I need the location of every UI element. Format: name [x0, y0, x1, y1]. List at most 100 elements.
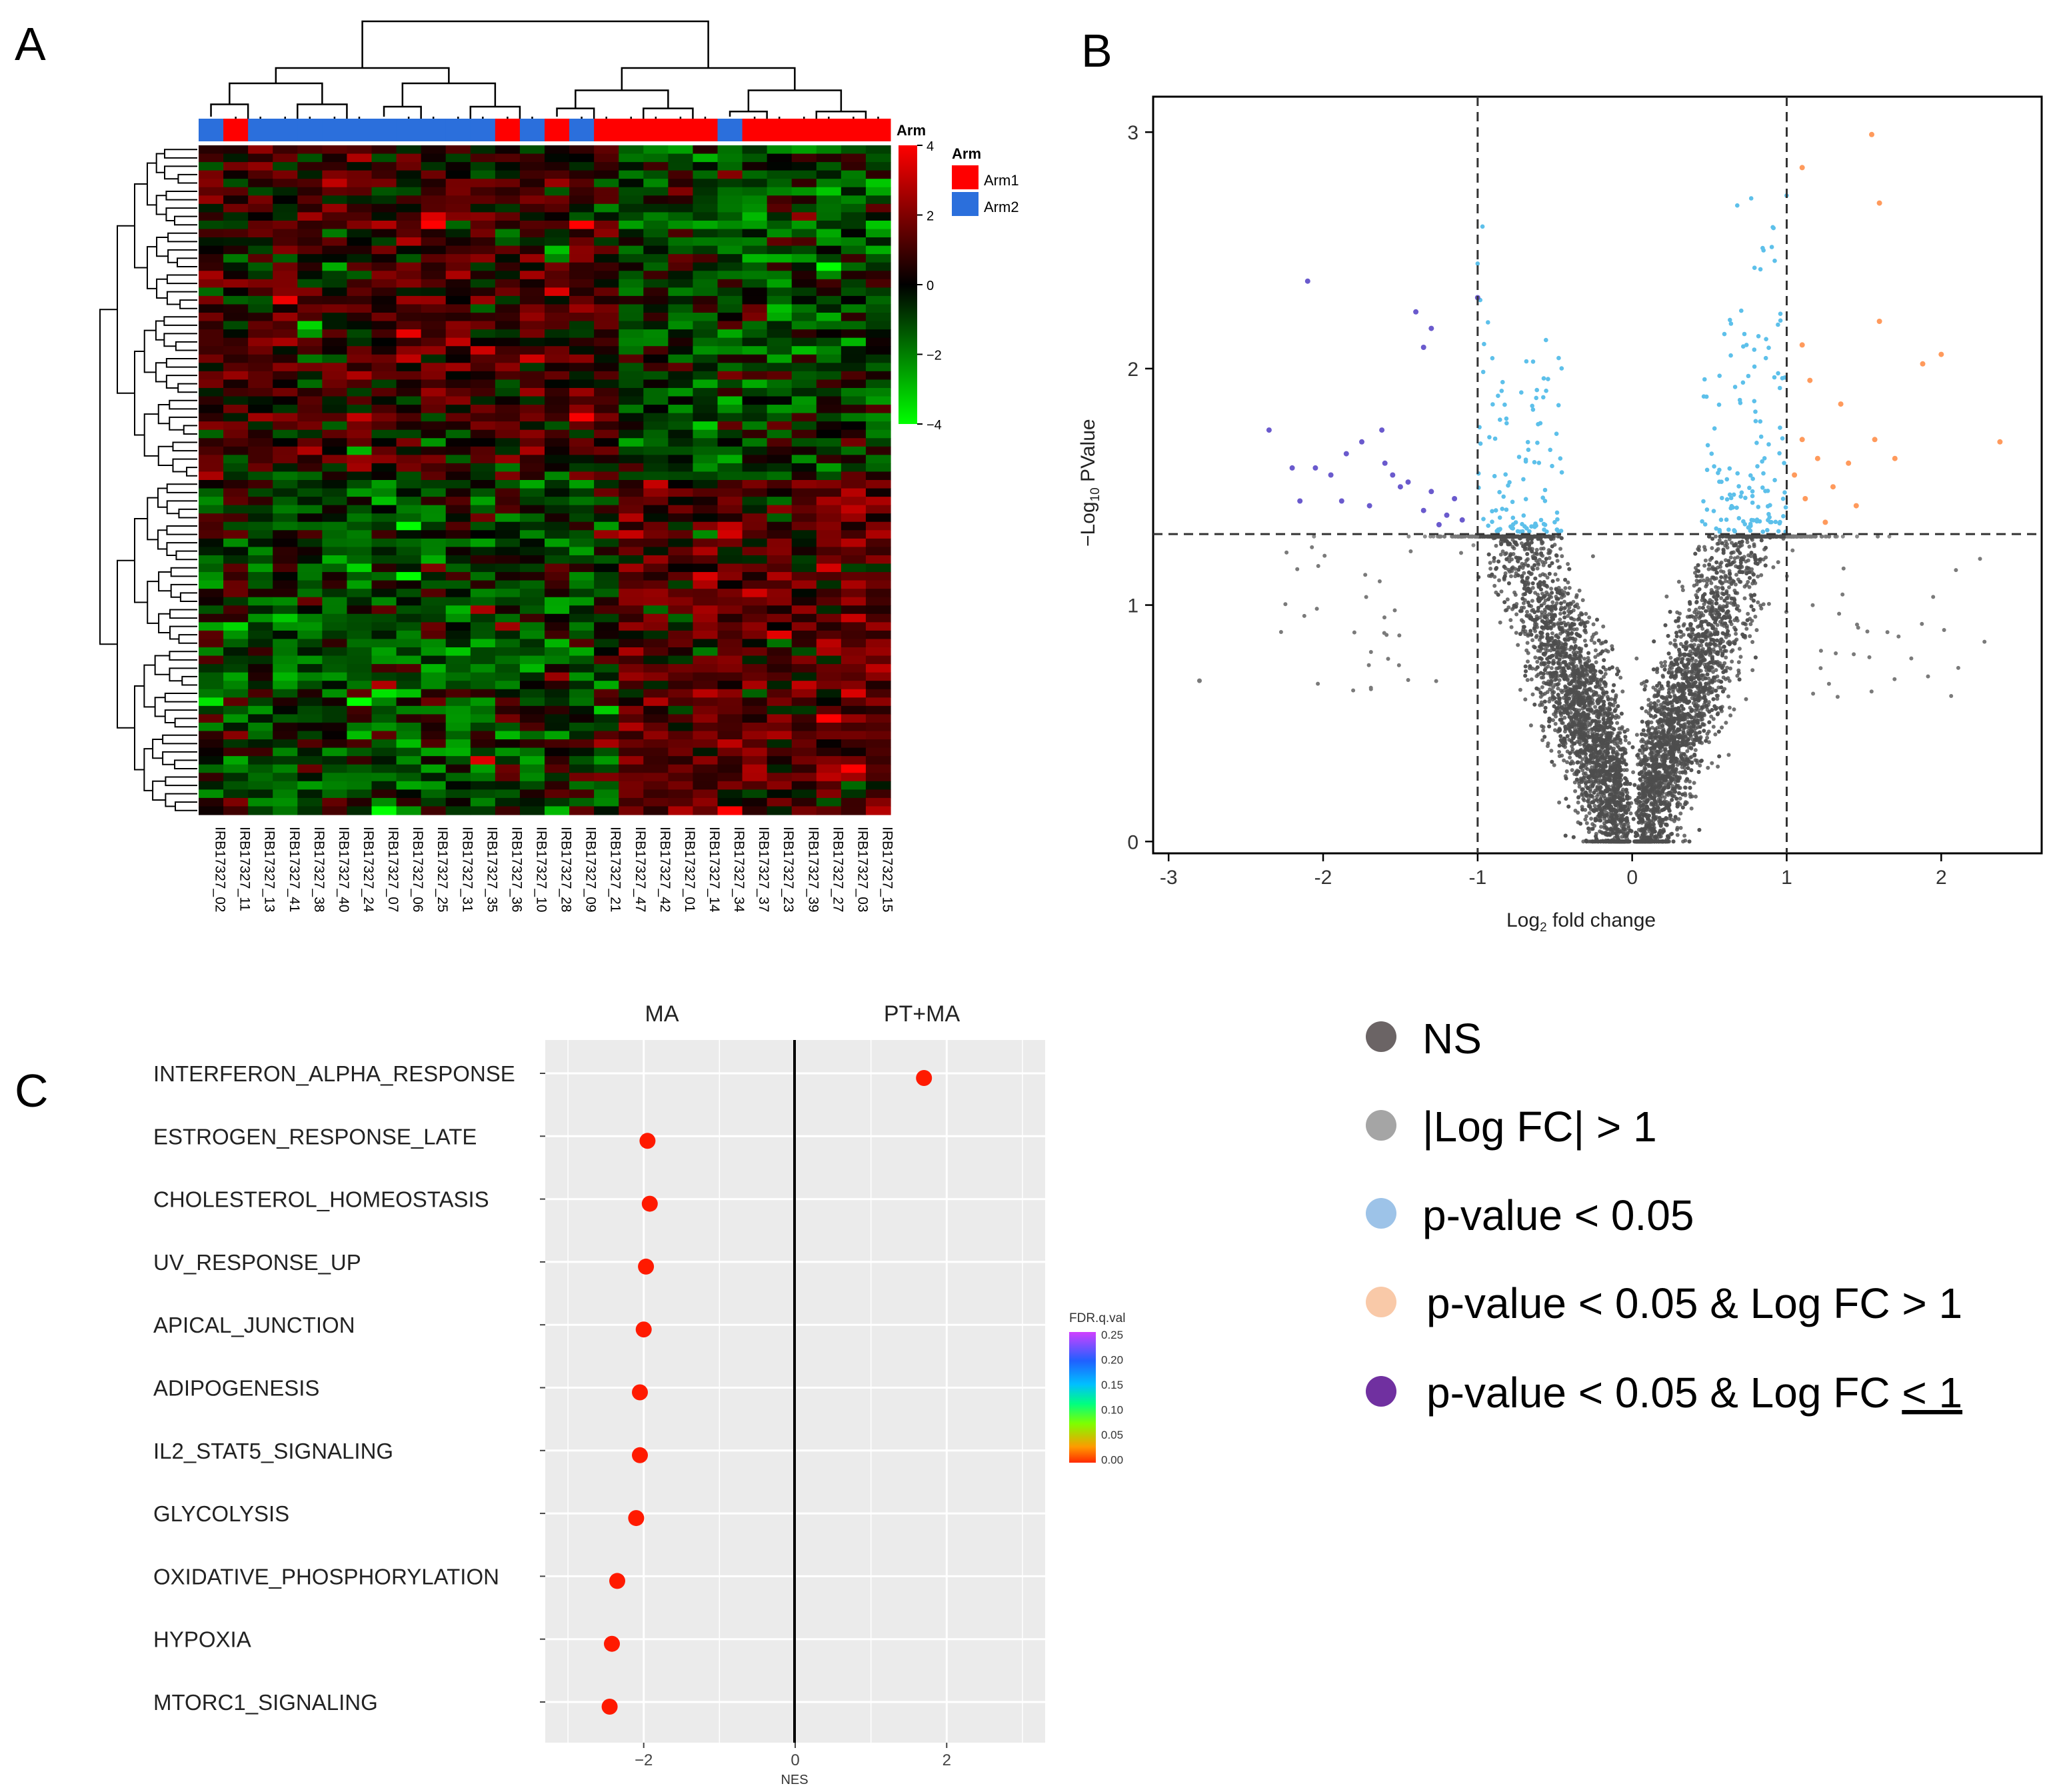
- heatmap-cell: [791, 797, 817, 807]
- heatmap-cell: [297, 262, 323, 271]
- heatmap-cell: [347, 162, 373, 171]
- heatmap-cell: [396, 714, 422, 723]
- heatmap-cell: [643, 555, 669, 565]
- heatmap-cell: [569, 697, 595, 707]
- heatmap-cell: [297, 455, 323, 464]
- heatmap-cell: [519, 647, 545, 657]
- heatmap-cell: [322, 153, 348, 163]
- heatmap-cell: [865, 463, 891, 473]
- heatmap-cell: [742, 488, 768, 497]
- heatmap-cell: [594, 547, 619, 556]
- heatmap-cell: [223, 346, 249, 355]
- heatmap-cell: [223, 664, 249, 673]
- heatmap-cell: [693, 806, 719, 815]
- heatmap-cell: [248, 639, 273, 648]
- heatmap-cell: [223, 739, 249, 749]
- heatmap-cell: [495, 321, 521, 330]
- heatmap-cell: [619, 153, 644, 163]
- heatmap-cell: [347, 387, 373, 397]
- heatmap-cell: [445, 295, 471, 305]
- heatmap-cell: [248, 731, 273, 740]
- heatmap-column-label: IRB17327_02: [213, 827, 228, 912]
- heatmap-cell: [545, 773, 570, 782]
- heatmap-cell: [643, 547, 669, 556]
- volcano-point-ns: [1744, 697, 1748, 701]
- heatmap-cell: [791, 689, 817, 698]
- volcano-point-ns: [1746, 579, 1750, 584]
- heatmap-cell: [545, 245, 570, 255]
- heatmap-cell: [841, 563, 867, 573]
- heatmap-cell: [445, 170, 471, 179]
- heatmap-cell: [717, 237, 743, 247]
- heatmap-cell: [273, 580, 298, 589]
- heatmap-cell: [693, 563, 719, 573]
- heatmap-cell: [445, 396, 471, 405]
- heatmap-scale-ticks: 420−2−4: [917, 139, 942, 433]
- heatmap-cell: [569, 187, 595, 196]
- heatmap-cell: [273, 781, 298, 790]
- heatmap-cell: [693, 689, 719, 698]
- heatmap-cell: [347, 681, 373, 690]
- heatmap-cell: [693, 371, 719, 380]
- heatmap-cell: [347, 346, 373, 355]
- heatmap-cell: [643, 513, 669, 523]
- heatmap-cell: [841, 480, 867, 489]
- heatmap-cell: [569, 589, 595, 598]
- heatmap-cell: [495, 664, 521, 673]
- heatmap-cell: [248, 630, 273, 640]
- row-dendrogram-branch: [178, 634, 197, 644]
- heatmap-cell: [717, 187, 743, 196]
- heatmap-cell: [519, 563, 545, 573]
- heatmap-cell: [223, 179, 249, 188]
- volcano-point-ns: [1570, 768, 1574, 773]
- heatmap-cell: [816, 429, 842, 439]
- heatmap-cell: [594, 463, 619, 473]
- heatmap-cell: [594, 287, 619, 297]
- heatmap-cell: [297, 597, 323, 606]
- heatmap-cell: [199, 521, 224, 531]
- heatmap-cell: [297, 237, 323, 247]
- heatmap-cell: [445, 589, 471, 598]
- heatmap-cell: [791, 379, 817, 389]
- heatmap-cell: [495, 195, 521, 205]
- heatmap-cell: [421, 405, 447, 414]
- heatmap-cell: [841, 396, 867, 405]
- heatmap-cell: [668, 789, 694, 799]
- heatmap-cell: [545, 304, 570, 313]
- heatmap-cell: [248, 438, 273, 447]
- heatmap-cell: [693, 387, 719, 397]
- heatmap-cell: [297, 773, 323, 782]
- heatmap-cell: [742, 647, 768, 657]
- heatmap-cell: [297, 613, 323, 623]
- heatmap-cell: [445, 538, 471, 547]
- heatmap-cell: [594, 689, 619, 698]
- heatmap-cell: [619, 455, 644, 464]
- heatmap-cell: [767, 764, 793, 773]
- heatmap-cell: [717, 497, 743, 506]
- heatmap-cell: [371, 271, 397, 280]
- heatmap-cell: [545, 647, 570, 657]
- heatmap-cell: [865, 672, 891, 681]
- heatmap-cell: [841, 672, 867, 681]
- heatmap-cell: [545, 229, 570, 238]
- heatmap-cell: [421, 513, 447, 523]
- heatmap-cell: [545, 538, 570, 547]
- heatmap-cell: [371, 195, 397, 205]
- heatmap-cell: [421, 195, 447, 205]
- heatmap-cell: [767, 321, 793, 330]
- heatmap-cell: [273, 145, 298, 155]
- heatmap-cell: [396, 245, 422, 255]
- heatmap-cell: [495, 639, 521, 648]
- heatmap-cell: [421, 304, 447, 313]
- heatmap-cell: [445, 337, 471, 347]
- heatmap-cell: [742, 245, 768, 255]
- heatmap-cell: [371, 630, 397, 640]
- heatmap-cell: [519, 279, 545, 288]
- heatmap-cell: [791, 237, 817, 247]
- heatmap-cell: [791, 304, 817, 313]
- heatmap-cell: [199, 655, 224, 665]
- row-dendrogram-branch: [155, 195, 167, 215]
- heatmap-cell: [668, 488, 694, 497]
- heatmap-cell: [273, 438, 298, 447]
- heatmap-cell: [668, 237, 694, 247]
